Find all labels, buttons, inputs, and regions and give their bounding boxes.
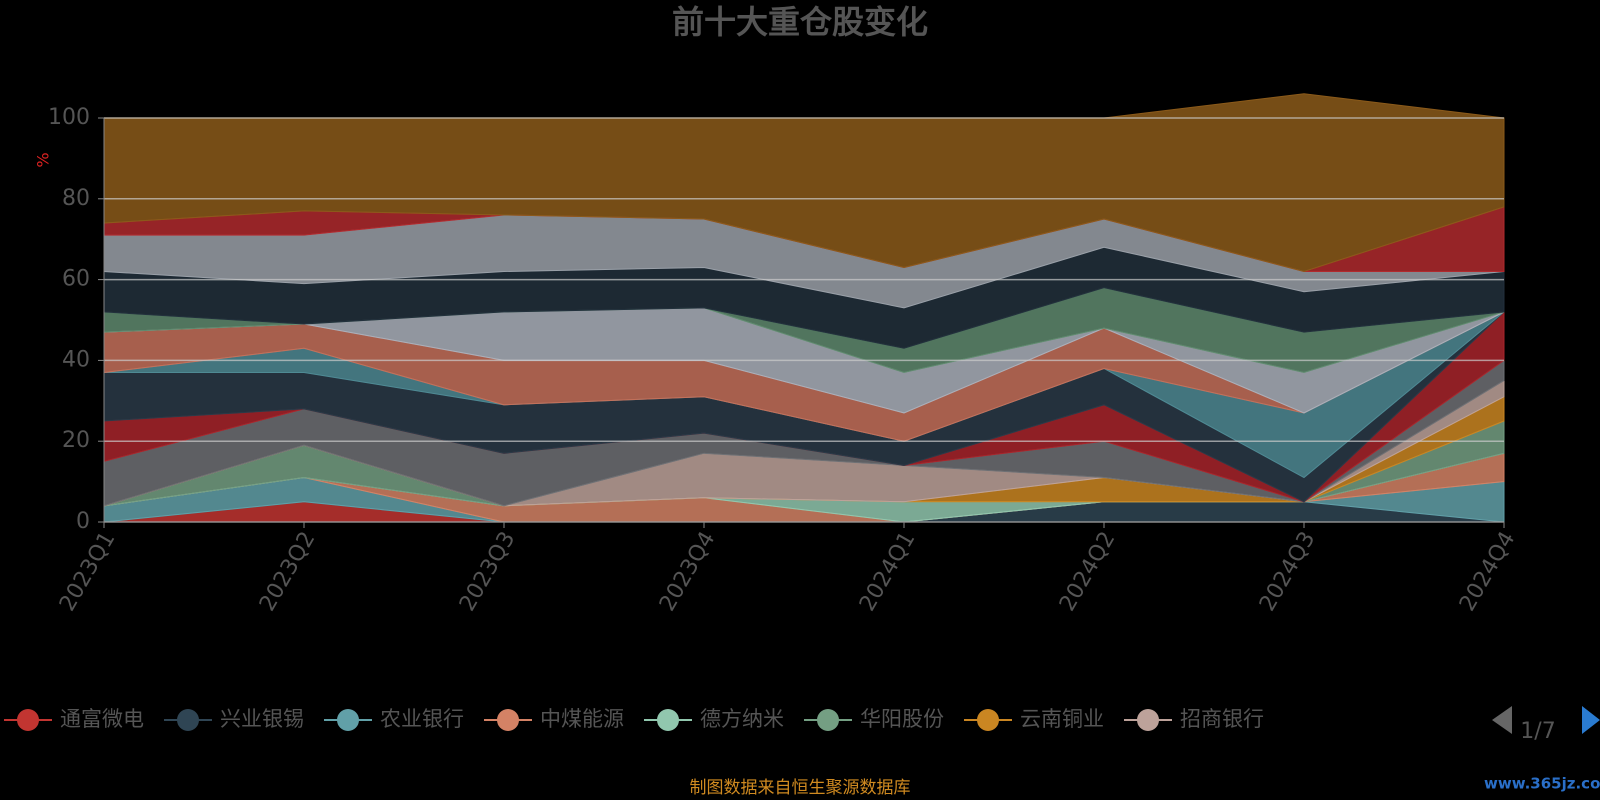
legend-label: 云南铜业 [1020,707,1104,731]
legend-label: 中煤能源 [540,707,624,731]
watermark: www.365jz.com [1484,775,1600,793]
legend-label: 招商银行 [1180,707,1264,731]
y-tick-label: 100 [48,105,90,130]
legend-label: 农业银行 [380,707,464,731]
y-tick-label: 80 [62,186,90,211]
legend-marker [817,709,839,731]
y-axis-label: % [34,152,53,167]
legend-prev[interactable] [1492,706,1512,734]
legend-marker [977,709,999,731]
y-tick-label: 60 [62,267,90,292]
legend-marker [177,709,199,731]
legend-marker [657,709,679,731]
source-note: 制图数据来自恒生聚源数据库 [690,778,911,798]
legend-page: 1/7 [1520,719,1555,744]
legend-marker [1137,709,1159,731]
legend-marker [17,709,39,731]
chart-title: 前十大重仓股变化 [672,3,928,41]
legend-label: 华阳股份 [860,707,944,731]
legend-marker [497,709,519,731]
legend-next[interactable] [1582,706,1600,734]
legend-label: 德方纳米 [700,707,784,731]
legend-label: 兴业银锡 [220,707,304,731]
y-tick-label: 0 [76,509,90,534]
legend-marker [337,709,359,731]
legend-label: 通富微电 [60,707,144,731]
y-tick-label: 40 [62,347,90,372]
y-tick-label: 20 [62,428,90,453]
